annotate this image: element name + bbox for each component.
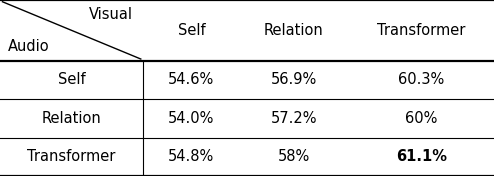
Text: 60.3%: 60.3% <box>398 73 444 87</box>
Text: Relation: Relation <box>42 111 101 126</box>
Text: Transformer: Transformer <box>28 149 116 164</box>
Text: 54.0%: 54.0% <box>168 111 214 126</box>
Text: 54.8%: 54.8% <box>168 149 214 164</box>
Text: 58%: 58% <box>278 149 310 164</box>
Text: 54.6%: 54.6% <box>168 73 214 87</box>
Text: Audio: Audio <box>7 39 49 54</box>
Text: 57.2%: 57.2% <box>271 111 317 126</box>
Text: 61.1%: 61.1% <box>396 149 447 164</box>
Text: 60%: 60% <box>405 111 437 126</box>
Text: 56.9%: 56.9% <box>271 73 317 87</box>
Text: Self: Self <box>178 23 205 38</box>
Text: Transformer: Transformer <box>377 23 465 38</box>
Text: Visual: Visual <box>89 7 133 22</box>
Text: Self: Self <box>58 73 85 87</box>
Text: Relation: Relation <box>264 23 324 38</box>
